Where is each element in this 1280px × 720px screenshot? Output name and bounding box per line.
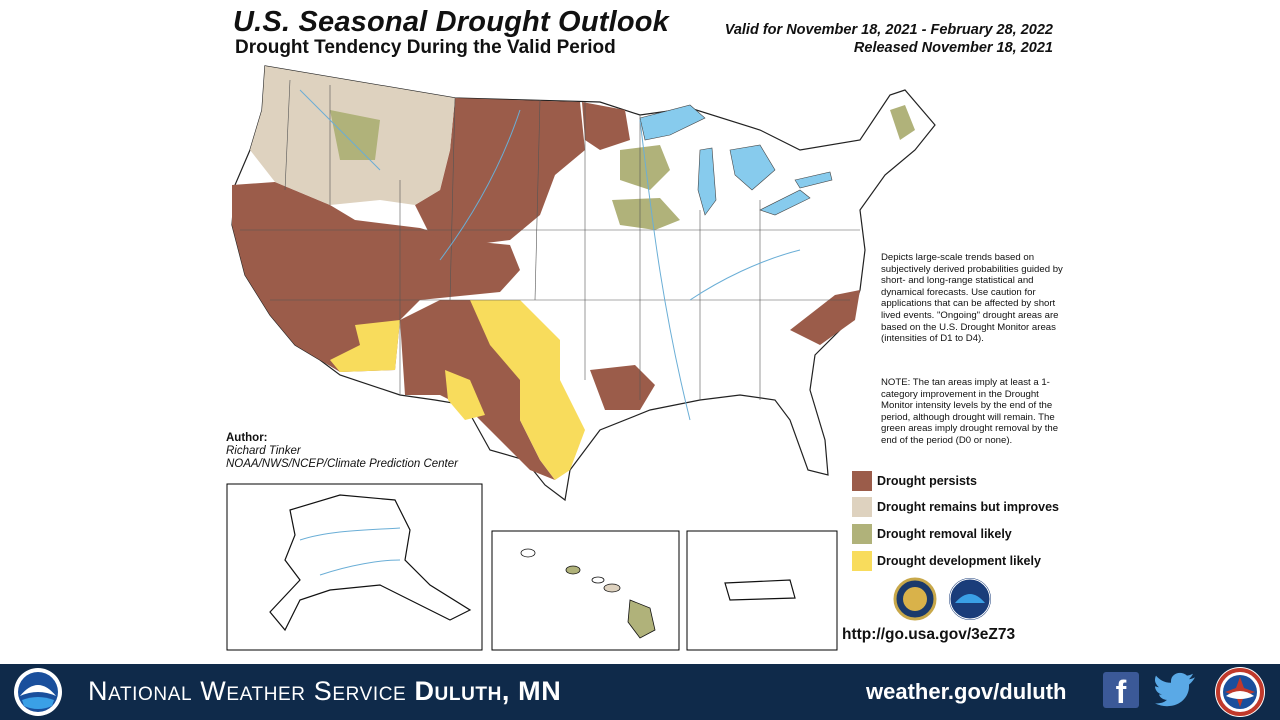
removal-iowa bbox=[612, 198, 680, 230]
twitter-icon[interactable] bbox=[1155, 672, 1197, 708]
author-block: Author: Richard Tinker NOAA/NWS/NCEP/Cli… bbox=[226, 432, 458, 471]
footer-bar bbox=[0, 664, 1280, 720]
agency-name: National Weather Service bbox=[88, 676, 407, 706]
lake-ontario bbox=[794, 171, 833, 189]
rivers bbox=[299, 89, 801, 421]
state-lines bbox=[240, 79, 860, 400]
map-title: U.S. Seasonal Drought Outlook bbox=[233, 6, 669, 38]
legend-label: Drought development likely bbox=[877, 554, 1041, 568]
author-org: NOAA/NWS/NCEP/Climate Prediction Center bbox=[226, 458, 458, 470]
lake-michigan bbox=[697, 147, 717, 216]
legend-swatch bbox=[852, 551, 872, 571]
website-link[interactable]: weather.gov/duluth bbox=[866, 679, 1067, 704]
doc-seal-icon bbox=[893, 577, 937, 621]
puerto-rico-shape bbox=[724, 579, 796, 601]
lake-superior bbox=[639, 104, 706, 141]
hawaii-islands bbox=[520, 548, 656, 639]
persists-mn bbox=[582, 102, 630, 150]
legend-swatch bbox=[852, 524, 872, 544]
valid-period: Valid for November 18, 2021 - February 2… bbox=[724, 22, 1053, 38]
persists-carolina bbox=[790, 290, 860, 345]
persists-west bbox=[232, 182, 520, 372]
legend-item-removal: Drought removal likely bbox=[852, 524, 1012, 544]
author-label: Author: bbox=[226, 432, 268, 444]
legend-item-persists: Drought persists bbox=[852, 471, 977, 491]
release-date: Released November 18, 2021 bbox=[853, 40, 1053, 56]
drought-outlook-map bbox=[226, 65, 991, 651]
legend-label: Drought persists bbox=[877, 474, 978, 488]
removal-maine bbox=[890, 105, 915, 140]
legend-swatch bbox=[852, 497, 872, 517]
development-arizona bbox=[330, 320, 400, 372]
tan-areas-note: NOTE: The tan areas imply at least a 1-c… bbox=[881, 377, 1059, 446]
noaa-logo bbox=[14, 668, 62, 716]
outlook-url-link[interactable]: http://go.usa.gov/3eZ73 bbox=[842, 626, 1016, 643]
legend-item-improves: Drought remains but improves bbox=[852, 497, 1059, 517]
persists-north-plains bbox=[415, 98, 585, 245]
description-note: Depicts large-scale trends based on subj… bbox=[881, 252, 1063, 345]
persists-arkansas bbox=[590, 365, 655, 410]
legend-label: Drought removal likely bbox=[877, 527, 1012, 541]
author-name: Richard Tinker bbox=[226, 445, 301, 457]
map-subtitle: Drought Tendency During the Valid Period bbox=[235, 37, 616, 58]
legend-label: Drought remains but improves bbox=[877, 500, 1059, 514]
development-newmexico bbox=[445, 370, 485, 420]
noaa-seal-icon bbox=[949, 578, 991, 620]
facebook-icon[interactable]: f bbox=[1103, 672, 1139, 710]
legend-swatch bbox=[852, 471, 872, 491]
legend-item-development: Drought development likely bbox=[852, 551, 1041, 571]
development-texas bbox=[470, 300, 585, 480]
removal-idaho bbox=[330, 110, 380, 160]
lake-huron bbox=[729, 144, 776, 191]
nws-logo bbox=[1215, 667, 1265, 717]
office-name: Duluth, MN bbox=[414, 676, 562, 706]
removal-wisconsin bbox=[620, 145, 670, 190]
lake-erie bbox=[759, 189, 811, 216]
